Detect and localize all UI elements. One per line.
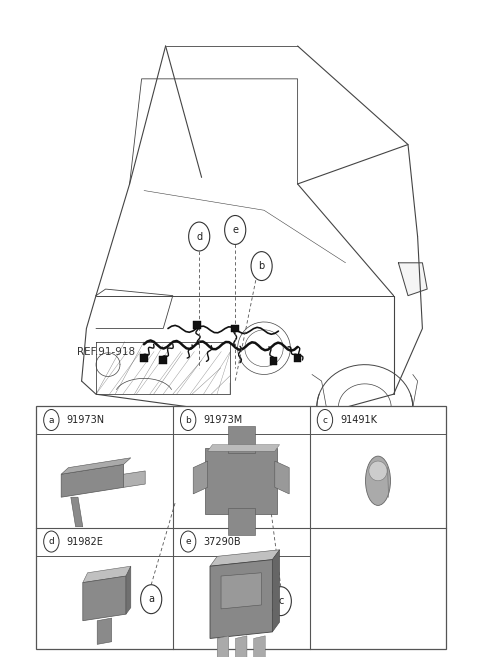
Text: 91491K: 91491K — [340, 415, 377, 425]
Polygon shape — [97, 618, 111, 645]
FancyBboxPatch shape — [193, 321, 201, 329]
Polygon shape — [253, 636, 265, 657]
FancyBboxPatch shape — [140, 354, 148, 362]
Polygon shape — [123, 471, 145, 487]
Polygon shape — [275, 461, 289, 494]
Circle shape — [251, 252, 272, 281]
Text: 91982E: 91982E — [67, 537, 104, 547]
Text: 37290B: 37290B — [204, 537, 241, 547]
Text: a: a — [48, 415, 54, 424]
Circle shape — [189, 222, 210, 251]
Text: e: e — [232, 225, 238, 235]
Text: d: d — [48, 537, 54, 546]
Polygon shape — [83, 576, 126, 621]
Polygon shape — [235, 636, 247, 657]
FancyBboxPatch shape — [270, 357, 277, 365]
Circle shape — [180, 531, 196, 552]
Polygon shape — [193, 461, 207, 494]
Polygon shape — [71, 497, 83, 527]
Polygon shape — [126, 566, 131, 614]
Polygon shape — [210, 550, 279, 566]
Text: 91973M: 91973M — [204, 415, 243, 425]
Circle shape — [180, 409, 196, 430]
Polygon shape — [61, 458, 131, 474]
Text: 91973N: 91973N — [67, 415, 105, 425]
FancyBboxPatch shape — [159, 356, 167, 364]
Circle shape — [44, 409, 59, 430]
FancyBboxPatch shape — [205, 448, 277, 514]
FancyBboxPatch shape — [294, 354, 301, 362]
FancyBboxPatch shape — [231, 325, 239, 332]
Circle shape — [141, 585, 162, 614]
Text: REF.91-918: REF.91-918 — [77, 347, 135, 357]
Circle shape — [225, 215, 246, 244]
Text: a: a — [148, 594, 154, 604]
FancyBboxPatch shape — [228, 509, 254, 535]
Ellipse shape — [369, 461, 387, 481]
Text: e: e — [185, 537, 191, 546]
Text: b: b — [185, 415, 191, 424]
FancyBboxPatch shape — [228, 426, 254, 453]
Polygon shape — [210, 560, 272, 639]
Circle shape — [270, 587, 291, 616]
FancyBboxPatch shape — [36, 406, 446, 649]
Text: c: c — [323, 415, 327, 424]
Text: b: b — [258, 261, 265, 271]
Polygon shape — [272, 550, 279, 632]
Text: c: c — [278, 596, 284, 606]
Text: d: d — [196, 231, 202, 242]
Polygon shape — [217, 636, 228, 657]
Polygon shape — [61, 464, 123, 497]
Ellipse shape — [365, 456, 390, 505]
Polygon shape — [398, 263, 427, 296]
Circle shape — [44, 531, 59, 552]
Polygon shape — [221, 573, 261, 609]
Polygon shape — [83, 566, 131, 583]
Polygon shape — [207, 445, 279, 451]
Circle shape — [317, 409, 333, 430]
